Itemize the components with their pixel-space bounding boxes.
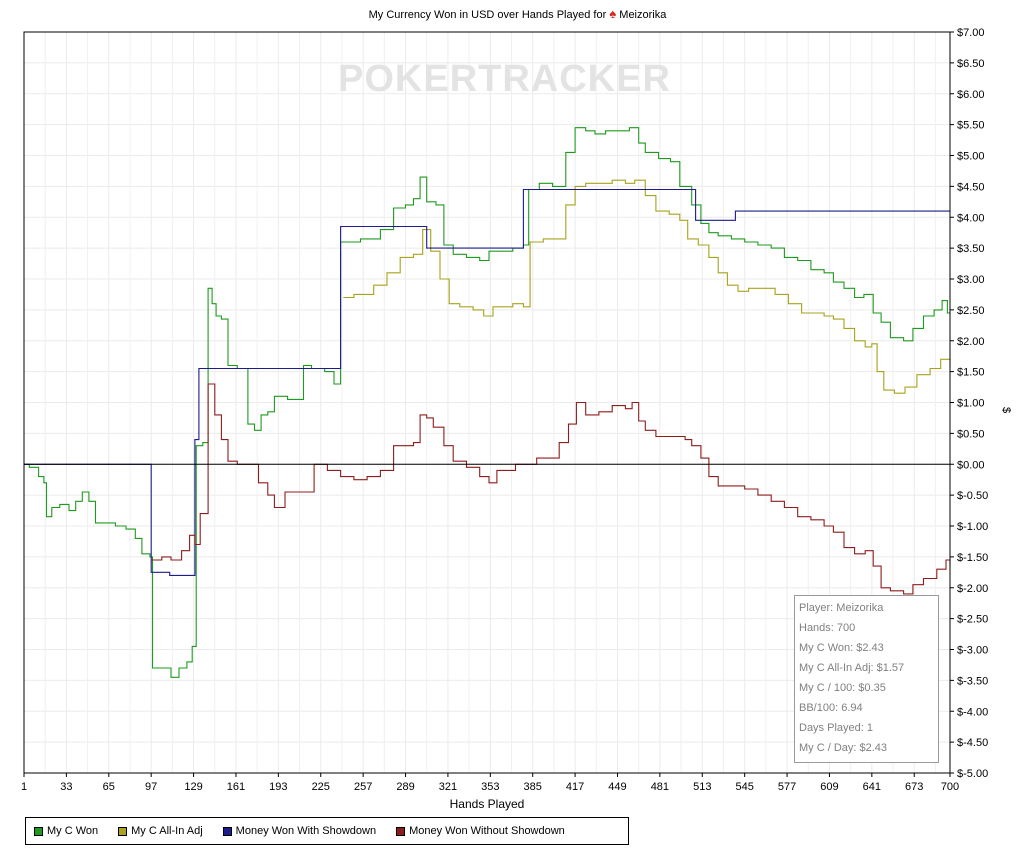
x-tick-label: 1	[21, 781, 27, 793]
legend-label: Money Won With Showdown	[235, 825, 377, 837]
y-tick-label: $-2.50	[957, 614, 988, 626]
x-tick-label: 513	[693, 781, 711, 793]
stat-days: Days Played: 1	[799, 722, 873, 734]
x-tick-label: 33	[60, 781, 72, 793]
legend-label: My C All-In Adj	[131, 825, 203, 837]
y-tick-label: $0.50	[957, 428, 985, 440]
y-tick-label: $6.00	[957, 89, 985, 101]
series-layer	[24, 127, 951, 678]
x-tick-label: 577	[778, 781, 796, 793]
x-axis-label: Hands Played	[449, 797, 525, 811]
chart-title: My Currency Won in USD over Hands Played…	[368, 6, 667, 21]
x-tick-label: 193	[269, 781, 287, 793]
legend-item-my-c-allin-adj[interactable]: My C All-In Adj	[118, 825, 203, 837]
y-tick-label: $-0.50	[957, 490, 988, 502]
title-player-name: Meizorika	[619, 9, 667, 21]
spade-icon: ♠	[609, 6, 617, 21]
x-tick-label: 289	[396, 781, 414, 793]
x-tick-label: 257	[354, 781, 372, 793]
legend-item-my-c-won[interactable]: My C Won	[34, 825, 98, 837]
stat-won: My C Won: $2.43	[799, 642, 884, 654]
legend-item-showdown[interactable]: Money Won With Showdown	[222, 825, 377, 837]
series-line-3	[151, 383, 951, 595]
legend: My C Won My C All-In Adj Money Won With …	[25, 817, 629, 845]
legend-swatch-blue	[222, 826, 232, 836]
legend-item-non-showdown[interactable]: Money Won Without Showdown	[396, 825, 565, 837]
legend-label: My C Won	[47, 825, 99, 837]
x-tick-label: 321	[439, 781, 457, 793]
stats-box: Player: Meizorika Hands: 700 My C Won: $…	[794, 595, 939, 763]
y-tick-label: $2.00	[957, 336, 985, 348]
legend-swatch-green	[34, 826, 43, 836]
pokertracker-watermark: POKERTRACKER	[338, 58, 671, 100]
x-tick-label: 673	[905, 781, 923, 793]
legend-swatch-olive	[118, 826, 128, 836]
stat-player: Player: Meizorika	[799, 602, 884, 614]
y-tick-label: $-5.00	[957, 768, 988, 780]
y-tick-label: $2.50	[957, 305, 985, 317]
y-tick-label: $0.00	[957, 459, 985, 471]
series-line-1	[343, 179, 951, 394]
x-tick-label: 481	[651, 781, 669, 793]
x-tick-label: 417	[566, 781, 584, 793]
y-tick-label: $1.50	[957, 367, 985, 379]
y-tick-label: $4.00	[957, 212, 985, 224]
y-tick-label: $-4.50	[957, 737, 988, 749]
y-tick-label: $1.00	[957, 398, 985, 410]
stat-per100: My C / 100: $0.35	[799, 682, 886, 694]
y-tick-label: $-1.00	[957, 521, 988, 533]
y-tick-label: $-3.50	[957, 675, 988, 687]
stat-bb100: BB/100: 6.94	[799, 702, 863, 714]
y-tick-label: $3.00	[957, 274, 985, 286]
x-tick-label: 385	[524, 781, 542, 793]
x-tick-label: 641	[863, 781, 881, 793]
y-tick-label: $4.50	[957, 181, 985, 193]
x-tick-label: 225	[312, 781, 330, 793]
x-tick-label: 700	[941, 781, 959, 793]
x-tick-label: 545	[735, 781, 753, 793]
stat-perday: My C / Day: $2.43	[799, 742, 888, 754]
y-tick-label: $3.50	[957, 243, 985, 255]
y-tick-label: $7.00	[957, 27, 985, 39]
y-tick-label: $-4.00	[957, 706, 988, 718]
y-axis-label: $	[1000, 406, 1012, 414]
legend-swatch-red	[396, 826, 406, 836]
x-tick-label: 97	[145, 781, 157, 793]
series-line-0	[24, 127, 951, 678]
plot-frame	[23, 31, 951, 774]
x-tick-label: 353	[481, 781, 499, 793]
y-tick-label: $-1.50	[957, 552, 988, 564]
y-tick-label: $5.50	[957, 120, 985, 132]
series-line-2	[24, 188, 950, 576]
x-tick-label: 161	[227, 781, 245, 793]
x-tick-label: 129	[184, 781, 202, 793]
stat-hands: Hands: 700	[799, 622, 856, 634]
y-tick-label: $-3.00	[957, 645, 988, 657]
x-tick-label: 609	[820, 781, 838, 793]
x-tick-label: 449	[608, 781, 626, 793]
y-tick-label: $-2.00	[957, 583, 988, 595]
axes: $7.00 $6.50 $6.00 $5.50 $5.00 $4.50 $4.00 $3.50…	[21, 27, 988, 793]
y-tick-label: $6.50	[957, 58, 985, 70]
legend-label: Money Won Without Showdown	[409, 825, 565, 837]
y-tick-label: $5.00	[957, 151, 985, 163]
x-tick-label: 65	[103, 781, 115, 793]
stat-allin: My C All-In Adj: $1.57	[799, 662, 905, 674]
